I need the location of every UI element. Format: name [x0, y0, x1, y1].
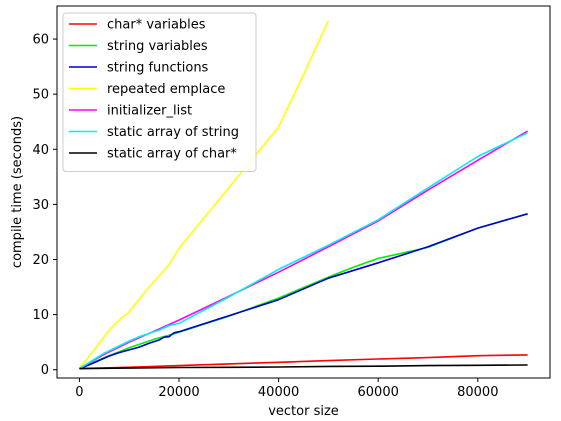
x-tick-label-3: 60000: [358, 385, 399, 400]
series-line-6: [79, 364, 528, 370]
legend: char* variables string variables string fu…: [62, 12, 257, 172]
y-tick-label-1: 10: [32, 308, 49, 323]
x-tick-label-1: 20000: [158, 385, 199, 400]
x-tick-label-2: 40000: [258, 385, 299, 400]
y-tick-label-2: 20: [32, 253, 49, 268]
axes: 0 20000 40000 60000 80000 0 10 20 30 40 50 60: [32, 5, 551, 400]
y-tick-label-4: 40: [32, 143, 49, 158]
y-tick-label-0: 0: [41, 363, 49, 378]
legend-label-6: static array of char*: [107, 147, 237, 162]
series-line-2: [79, 213, 528, 370]
plot-frame: [56, 5, 551, 379]
y-axis-label: compile time (seconds): [10, 116, 25, 268]
series-line-0: [79, 354, 528, 370]
series-line-3: [78, 20, 330, 370]
series-line-5: [78, 132, 528, 370]
legend-box: [62, 12, 257, 172]
x-tick-label-4: 80000: [457, 385, 498, 400]
x-axis-label: vector size: [268, 404, 339, 419]
legend-label-2: string functions: [107, 61, 209, 76]
legend-label-0: char* variables: [107, 18, 206, 33]
legend-label-5: static array of string: [107, 125, 239, 140]
y-tick-label-6: 60: [32, 33, 49, 48]
series-line-4: [79, 130, 529, 370]
plot-lines: [78, 20, 529, 370]
y-tick-label-3: 30: [32, 198, 49, 213]
y-tick-label-5: 50: [32, 88, 49, 103]
legend-label-4: initializer_list: [107, 104, 192, 119]
legend-label-3: repeated emplace: [107, 82, 225, 97]
legend-label-1: string variables: [107, 39, 208, 54]
x-tick-label-0: 0: [75, 385, 83, 400]
